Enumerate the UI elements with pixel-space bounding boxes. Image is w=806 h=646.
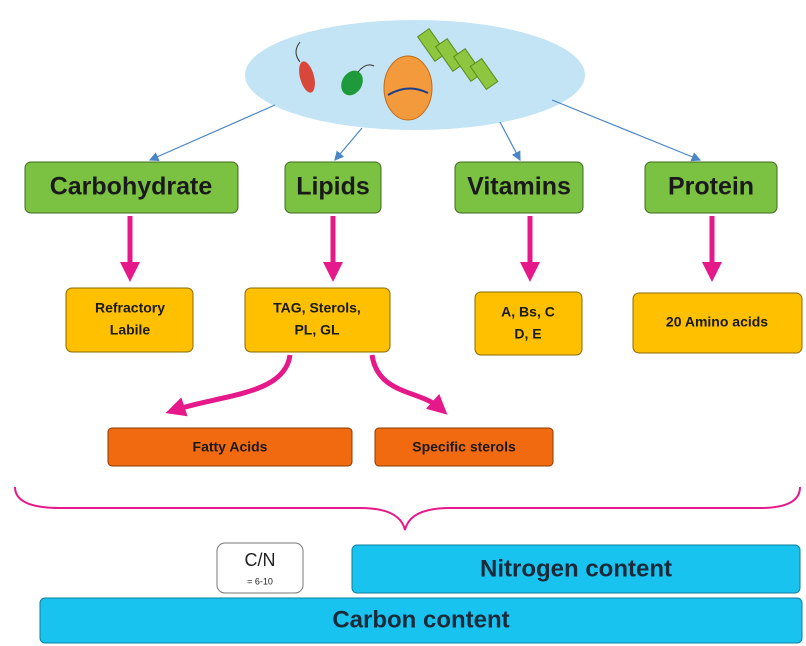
component-box bbox=[475, 292, 582, 355]
component-label: TAG, Sterols, bbox=[273, 300, 361, 316]
component-box bbox=[66, 288, 193, 352]
lipid-product-label: Fatty Acids bbox=[193, 439, 268, 455]
component-boxes: Refractory Labile TAG, Sterols, PL, GL A… bbox=[66, 288, 802, 355]
component-label: Refractory bbox=[95, 300, 165, 316]
ratio-label: C/N bbox=[245, 550, 276, 570]
component-label: Labile bbox=[110, 322, 151, 338]
category-boxes: Carbohydrate Lipids Vitamins Protein bbox=[25, 162, 777, 213]
category-label: Lipids bbox=[296, 173, 370, 201]
component-box bbox=[245, 288, 390, 352]
category-label: Carbohydrate bbox=[50, 173, 213, 201]
carbon-label: Carbon content bbox=[332, 606, 509, 633]
ratio-value: = 6-10 bbox=[247, 576, 273, 586]
nitrogen-label: Nitrogen content bbox=[480, 555, 672, 582]
component-label: 20 Amino acids bbox=[666, 314, 768, 330]
lipid-product-boxes: Fatty Acids Specific sterols bbox=[108, 428, 553, 466]
plankton-illustration bbox=[245, 20, 585, 130]
lipid-product-label: Specific sterols bbox=[412, 439, 516, 455]
component-label: D, E bbox=[514, 326, 541, 342]
category-label: Vitamins bbox=[467, 173, 571, 201]
page: {"groups": [ {"label": "Carbohydrate", "… bbox=[0, 0, 806, 646]
pink-arrows bbox=[130, 216, 712, 410]
brace bbox=[15, 487, 800, 530]
component-label: PL, GL bbox=[294, 322, 340, 338]
component-label: A, Bs, C bbox=[501, 304, 555, 320]
diagram: Carbohydrate Lipids Vitamins Protein Ref… bbox=[0, 0, 806, 646]
category-label: Protein bbox=[668, 173, 754, 201]
